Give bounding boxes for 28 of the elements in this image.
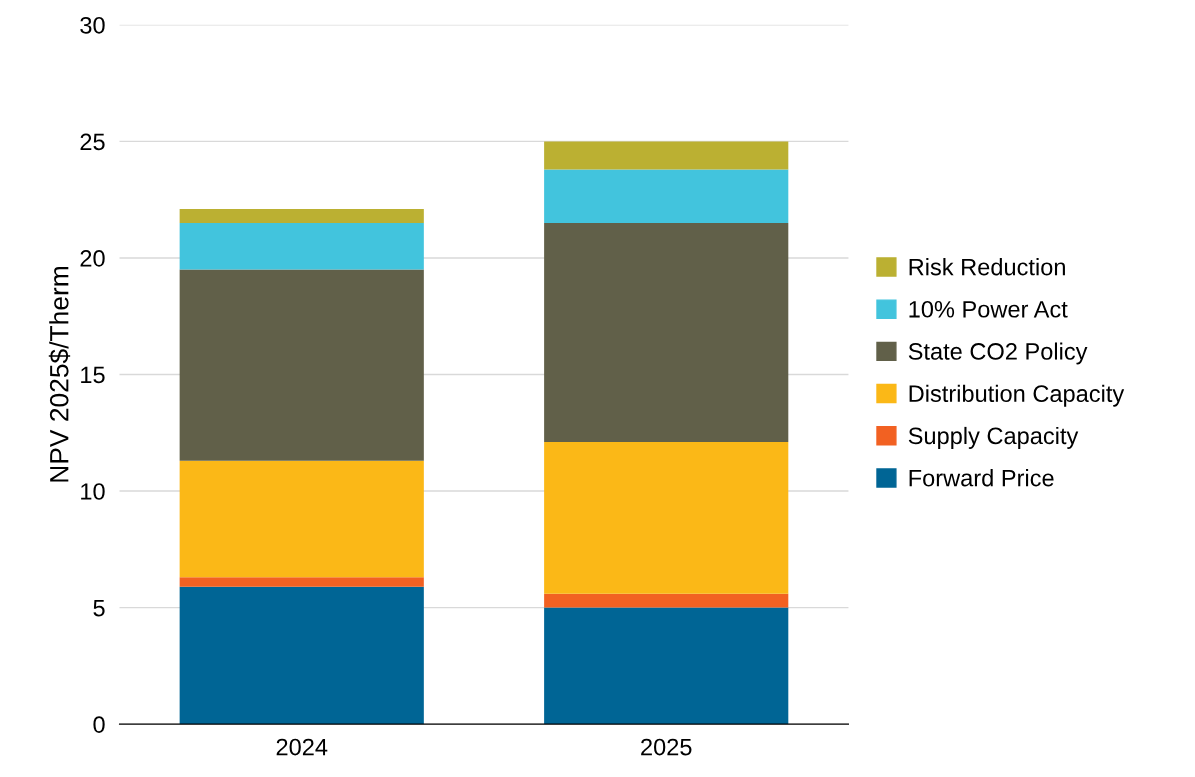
bar [179,223,424,270]
x-tick-label: 2024 [276,738,328,756]
y-axis-title: NPV 2025$/Therm [48,266,71,482]
bar [544,607,789,725]
y-tick-label: 25 [80,133,105,151]
bar [544,593,789,608]
bar [544,442,789,594]
bar [179,460,424,578]
y-tick-label: 5 [93,599,105,617]
bar [544,141,789,170]
legend-label: Forward Price [909,469,1054,487]
bar [179,269,424,461]
legend-label: Risk Reduction [909,258,1065,276]
legend-label: Distribution Capacity [909,384,1125,407]
legend-label: 10% Power Act [909,300,1068,318]
y-tick-label: 10 [81,483,105,500]
x-tick-label: 2025 [641,738,692,756]
legend-label: State CO2 Policy [908,342,1088,365]
y-tick-label: 30 [80,16,105,34]
y-tick-label: 0 [93,716,105,733]
bar [544,223,789,443]
y-tick-label: 15 [81,366,105,384]
bar [179,577,424,587]
bar [179,209,424,223]
legend-label: Supply Capacity [908,426,1079,449]
bar [179,586,424,725]
bar [544,169,789,223]
y-tick-label: 20 [80,250,105,267]
